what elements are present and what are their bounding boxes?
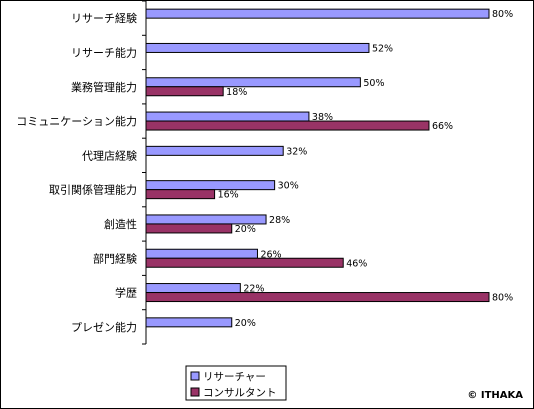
data-label: 20% xyxy=(235,224,256,235)
category-label: プレゼン能力 xyxy=(71,320,137,334)
bar-consultant xyxy=(145,292,490,303)
bar-researcher xyxy=(145,111,310,122)
bar-researcher xyxy=(145,77,361,88)
data-label: 52% xyxy=(372,43,393,54)
bar-consultant xyxy=(145,120,430,131)
category-label: 代理店経験 xyxy=(82,148,137,162)
data-label: 66% xyxy=(432,121,453,132)
data-label: 38% xyxy=(312,112,333,123)
bar-consultant xyxy=(145,257,344,268)
bar-researcher xyxy=(145,248,258,259)
legend-entry: リサーチャー xyxy=(203,371,266,383)
data-label: 80% xyxy=(492,293,513,304)
legend-swatch xyxy=(190,371,200,381)
category-label: リサーチ能力 xyxy=(71,45,137,59)
legend-box xyxy=(185,365,287,401)
category-label: 創造性 xyxy=(104,217,137,231)
data-label: 50% xyxy=(363,78,384,89)
data-label: 26% xyxy=(260,249,281,260)
credit-text: © ITHAKA xyxy=(467,390,523,401)
legend-entry: コンサルタント xyxy=(203,387,277,399)
data-label: 30% xyxy=(278,181,299,192)
bar-researcher xyxy=(145,283,241,294)
data-label: 80% xyxy=(492,9,513,20)
bar-researcher xyxy=(145,317,233,328)
bar-researcher xyxy=(145,42,370,53)
data-label: 22% xyxy=(243,284,264,295)
legend-swatch xyxy=(190,387,200,397)
data-label: 28% xyxy=(269,215,290,226)
category-label: コミュニケーション能力 xyxy=(16,114,137,128)
bar-consultant xyxy=(145,86,224,97)
bar-consultant xyxy=(145,223,233,234)
data-label: 32% xyxy=(286,146,307,157)
bar-researcher xyxy=(145,8,490,19)
category-label: 学歴 xyxy=(115,286,137,300)
bar-researcher xyxy=(145,214,267,225)
data-label: 20% xyxy=(235,318,256,329)
data-label: 46% xyxy=(346,258,367,269)
category-label: 部門経験 xyxy=(93,251,137,265)
category-label: 取引関係管理能力 xyxy=(49,183,137,197)
data-label: 16% xyxy=(218,190,239,201)
category-label: 業務管理能力 xyxy=(71,80,137,94)
data-label: 18% xyxy=(226,87,247,98)
bar-researcher xyxy=(145,180,276,191)
bar-researcher xyxy=(145,145,284,156)
bar-consultant xyxy=(145,189,216,200)
category-label: リサーチ経験 xyxy=(71,11,137,25)
